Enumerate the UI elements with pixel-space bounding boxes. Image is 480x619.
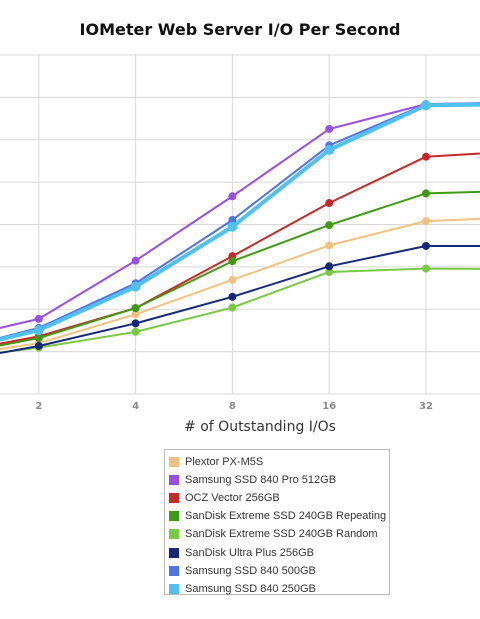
legend-item: SanDisk Extreme SSD 240GB Random [169, 525, 389, 543]
data-point [421, 100, 431, 111]
legend-item: Samsung SSD 840 250GB [169, 580, 389, 598]
legend-swatch [169, 475, 179, 486]
data-point [228, 292, 237, 301]
series-line [0, 102, 480, 342]
data-point [131, 256, 140, 265]
data-point [131, 327, 140, 336]
data-point [227, 221, 238, 232]
data-point [422, 152, 430, 161]
legend-item: Samsung SSD 840 500GB [169, 562, 389, 580]
data-point [325, 267, 334, 276]
legend-label: SanDisk Ultra Plus 256GB [185, 546, 314, 559]
data-point [422, 217, 430, 226]
data-point [325, 262, 334, 271]
legend-item: OCZ Vector 256GB [169, 489, 389, 507]
data-point [325, 125, 334, 134]
data-point [422, 264, 430, 273]
data-point [325, 199, 334, 208]
series-line [0, 152, 480, 345]
data-point [324, 144, 335, 155]
data-point [228, 215, 237, 224]
series-7 [0, 100, 480, 339]
x-tick-label: 16 [322, 401, 336, 412]
series-3 [0, 152, 480, 345]
x-tick-label: 2 [35, 401, 42, 412]
data-point [325, 241, 334, 250]
x-axis-ticks: 2 4 8 16 32 [35, 401, 433, 412]
legend-label: Plextor PX-M5S [185, 456, 264, 469]
data-point [422, 241, 430, 250]
legend-item: SanDisk Ultra Plus 256GB [169, 543, 389, 561]
legend-swatch [169, 529, 179, 540]
x-tick-label: 4 [132, 401, 139, 412]
chart-grid [0, 54, 480, 395]
series-1 [0, 217, 480, 351]
data-point [131, 319, 140, 328]
legend-swatch [169, 547, 179, 558]
legend-item: Plextor PX-M5S [169, 453, 389, 471]
legend-label: Samsung SSD 840 250GB [185, 582, 316, 595]
legend-swatch [169, 493, 179, 504]
data-point [131, 304, 140, 313]
data-point [228, 257, 237, 266]
data-point [422, 189, 430, 198]
data-point [34, 341, 43, 350]
legend-swatch [169, 457, 179, 468]
x-tick-label: 32 [419, 401, 433, 412]
legend-label: Samsung SSD 840 Pro 512GB [185, 474, 337, 487]
chart-legend: Plextor PX-M5S Samsung SSD 840 Pro 512GB O… [164, 449, 390, 595]
data-point [325, 221, 334, 230]
legend-label: SanDisk Extreme SSD 240GB Repeating [185, 510, 387, 523]
legend-item: SanDisk Extreme SSD 240GB Repeating [169, 507, 389, 525]
data-point [34, 314, 43, 323]
legend-label: SanDisk Extreme SSD 240GB Random [185, 528, 378, 541]
x-axis-label: # of Outstanding I/Os [184, 419, 336, 435]
legend-label: Samsung SSD 840 500GB [185, 564, 316, 577]
data-point [228, 275, 237, 284]
series-line [0, 217, 480, 351]
data-point [228, 303, 237, 312]
data-point [34, 334, 43, 343]
chart-title: IOMeter Web Server I/O Per Second [79, 20, 401, 39]
series-6 [0, 241, 480, 355]
data-point [33, 325, 44, 336]
series-8 [0, 100, 480, 342]
legend-swatch [169, 565, 179, 576]
legend-label: OCZ Vector 256GB [185, 492, 280, 505]
series-4 [0, 189, 480, 347]
data-point [228, 192, 237, 201]
line-chart: 2 4 8 16 32 [0, 54, 480, 412]
series-line [0, 190, 480, 347]
legend-item: Samsung SSD 840 Pro 512GB [169, 471, 389, 489]
plot-area [0, 100, 480, 355]
data-point [131, 310, 140, 319]
data-point [130, 281, 141, 292]
series-lines [0, 100, 480, 355]
x-tick-label: 8 [229, 401, 236, 412]
legend-swatch [169, 583, 179, 594]
legend-swatch [169, 511, 179, 522]
